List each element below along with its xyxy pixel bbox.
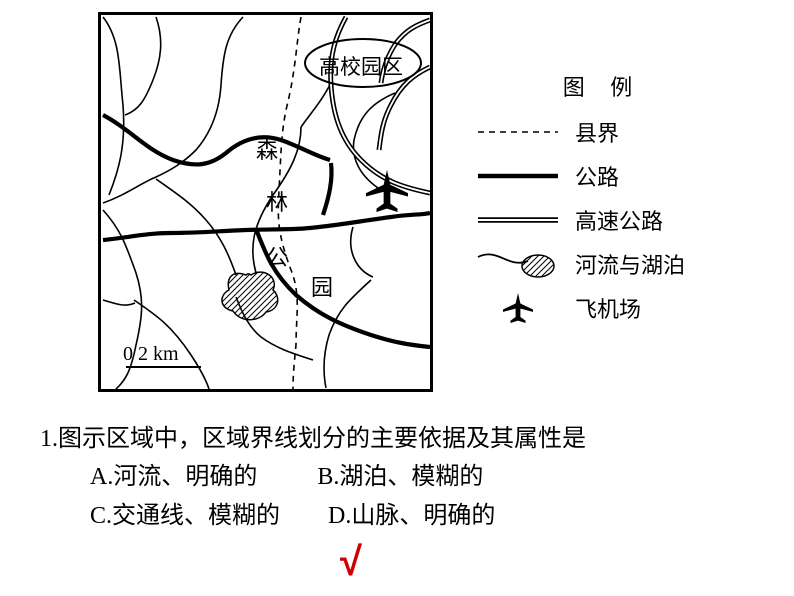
- legend-label: 县界: [575, 116, 619, 148]
- legend-row-road: 公路: [470, 161, 685, 191]
- option-line-1: A.河流、明确的 B.湖泊、模糊的: [90, 458, 586, 496]
- option-line-2: C.交通线、模糊的 D.山脉、明确的: [90, 497, 586, 535]
- legend-label: 高速公路: [575, 204, 663, 236]
- map-svg: [101, 15, 430, 389]
- correct-checkmark: √: [340, 540, 362, 585]
- map-frame: 高校园区 森林公园 0 2 km: [98, 12, 433, 392]
- legend-row-highway: 高速公路: [470, 205, 685, 235]
- question-block: 1.图示区域中，区域界线划分的主要依据及其属性是 A.河流、明确的 B.湖泊、模…: [40, 420, 586, 535]
- legend: 图 例 县界公路高速公路河流与湖泊飞机场: [470, 70, 685, 337]
- legend-symbol-airport: [470, 293, 565, 323]
- legend-row-airport: 飞机场: [470, 293, 685, 323]
- legend-symbol-highway: [470, 205, 565, 235]
- legend-row-county_border: 县界: [470, 117, 685, 147]
- legend-label: 飞机场: [575, 292, 641, 324]
- legend-row-river_lake: 河流与湖泊: [470, 249, 685, 279]
- legend-symbol-road: [470, 161, 565, 191]
- question-text: 1.图示区域中，区域界线划分的主要依据及其属性是: [40, 420, 586, 458]
- legend-symbol-river_lake: [470, 249, 565, 279]
- legend-symbol-county_border: [470, 117, 565, 147]
- legend-label: 公路: [575, 160, 619, 192]
- legend-label: 河流与湖泊: [575, 248, 685, 280]
- legend-title: 图 例: [520, 70, 685, 102]
